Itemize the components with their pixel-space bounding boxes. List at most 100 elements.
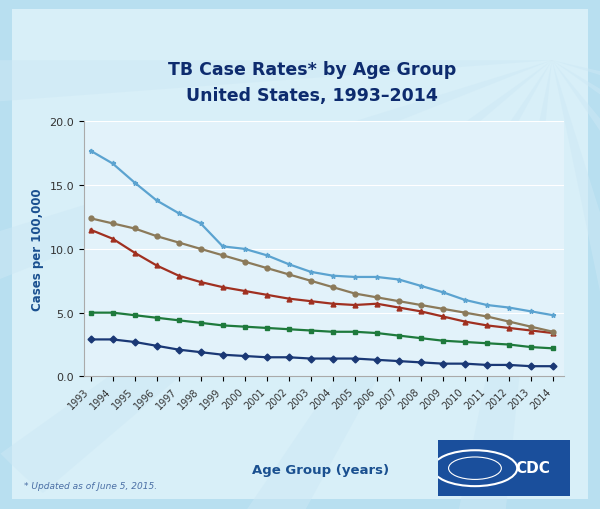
15 - 24: [329, 329, 337, 335]
Line: ≥65: ≥65: [88, 149, 556, 318]
≥65: [219, 244, 226, 250]
≥65: [197, 221, 204, 227]
45 - 64: [109, 221, 116, 227]
≥65: [395, 277, 403, 283]
15 - 24: [395, 333, 403, 339]
25 - 44: [373, 301, 380, 307]
45 - 64: [505, 319, 512, 325]
25 - 44: [550, 330, 557, 336]
25 - 44: [241, 288, 248, 294]
15 - 24: [219, 323, 226, 329]
0 - 14: [329, 356, 337, 362]
Text: Age Group (years): Age Group (years): [253, 463, 389, 476]
45 - 64: [461, 310, 469, 316]
≥65: [153, 198, 160, 204]
45 - 64: [550, 329, 557, 335]
45 - 64: [153, 234, 160, 240]
15 - 24: [439, 338, 446, 344]
25 - 44: [395, 305, 403, 311]
≥65: [439, 290, 446, 296]
25 - 44: [263, 292, 271, 298]
Text: CDC: CDC: [515, 460, 550, 475]
45 - 64: [373, 295, 380, 301]
15 - 24: [527, 344, 535, 350]
25 - 44: [109, 236, 116, 242]
45 - 64: [219, 252, 226, 259]
25 - 44: [153, 263, 160, 269]
≥65: [550, 313, 557, 319]
25 - 44: [505, 325, 512, 331]
≥65: [417, 283, 424, 289]
25 - 44: [439, 314, 446, 320]
0 - 14: [131, 339, 138, 345]
0 - 14: [307, 356, 314, 362]
45 - 64: [197, 246, 204, 252]
45 - 64: [527, 324, 535, 330]
15 - 24: [550, 346, 557, 352]
45 - 64: [131, 226, 138, 232]
≥65: [175, 211, 182, 217]
45 - 64: [417, 302, 424, 308]
≥65: [527, 308, 535, 315]
25 - 44: [484, 323, 491, 329]
0 - 14: [505, 362, 512, 369]
Line: 45 - 64: 45 - 64: [88, 216, 556, 334]
≥65: [109, 161, 116, 167]
≥65: [351, 274, 358, 280]
45 - 64: [395, 298, 403, 304]
15 - 24: [484, 341, 491, 347]
≥65: [484, 302, 491, 308]
0 - 14: [219, 352, 226, 358]
15 - 24: [153, 315, 160, 321]
15 - 24: [131, 313, 138, 319]
≥65: [461, 297, 469, 303]
0 - 14: [373, 357, 380, 363]
≥65: [329, 273, 337, 279]
25 - 44: [219, 285, 226, 291]
≥65: [263, 252, 271, 259]
0 - 14: [197, 349, 204, 355]
Text: * Updated as of June 5, 2015.: * Updated as of June 5, 2015.: [24, 480, 157, 490]
0 - 14: [484, 362, 491, 369]
25 - 44: [307, 298, 314, 304]
0 - 14: [153, 343, 160, 349]
0 - 14: [351, 356, 358, 362]
0 - 14: [285, 354, 292, 360]
0 - 14: [461, 361, 469, 367]
0 - 14: [550, 363, 557, 370]
≥65: [241, 246, 248, 252]
≥65: [307, 269, 314, 275]
15 - 24: [307, 328, 314, 334]
15 - 24: [505, 342, 512, 348]
25 - 44: [87, 227, 94, 233]
0 - 14: [395, 358, 403, 364]
0 - 14: [527, 363, 535, 370]
45 - 64: [307, 278, 314, 284]
15 - 24: [373, 330, 380, 336]
45 - 64: [351, 291, 358, 297]
≥65: [505, 305, 512, 311]
Line: 15 - 24: 15 - 24: [88, 310, 556, 351]
0 - 14: [87, 337, 94, 343]
25 - 44: [351, 302, 358, 308]
45 - 64: [241, 259, 248, 265]
Text: TB Case Rates* by Age Group: TB Case Rates* by Age Group: [168, 61, 456, 79]
0 - 14: [263, 354, 271, 360]
25 - 44: [329, 301, 337, 307]
25 - 44: [285, 296, 292, 302]
0 - 14: [417, 359, 424, 365]
15 - 24: [109, 310, 116, 316]
0 - 14: [109, 337, 116, 343]
≥65: [131, 180, 138, 186]
15 - 24: [285, 327, 292, 333]
15 - 24: [87, 310, 94, 316]
45 - 64: [329, 285, 337, 291]
25 - 44: [131, 250, 138, 256]
Text: United States, 1993–2014: United States, 1993–2014: [186, 87, 438, 104]
25 - 44: [175, 273, 182, 279]
15 - 24: [351, 329, 358, 335]
25 - 44: [417, 308, 424, 315]
45 - 64: [484, 314, 491, 320]
45 - 64: [439, 306, 446, 312]
15 - 24: [417, 335, 424, 342]
